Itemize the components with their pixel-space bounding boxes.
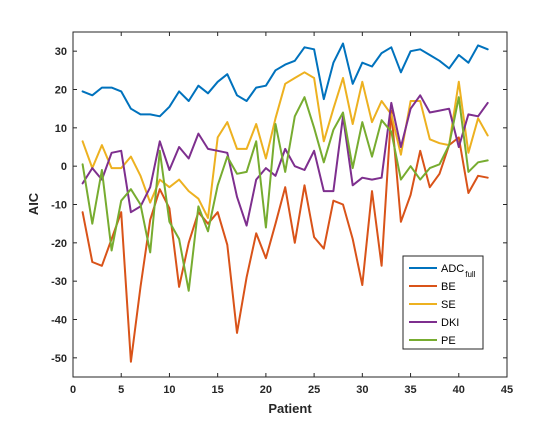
legend-label: BE — [441, 281, 456, 293]
y-tick-label: -40 — [51, 315, 67, 327]
legend-entry-se: SE — [409, 299, 456, 311]
series-line-dki — [81, 94, 489, 227]
x-tick-label: 40 — [453, 384, 465, 396]
x-tick-label: 35 — [404, 384, 416, 396]
x-tick-label: 45 — [501, 384, 513, 396]
series-line-pe — [81, 96, 489, 292]
legend-label: DKI — [441, 317, 459, 329]
series-line-be — [81, 109, 489, 363]
y-tick-label: -10 — [51, 200, 67, 212]
legend-label-subscript: full — [465, 270, 475, 279]
y-tick-label: -30 — [51, 276, 67, 288]
legend-box — [402, 255, 484, 350]
legend-entry-dki: DKI — [409, 317, 459, 329]
x-tick-label: 15 — [212, 384, 224, 396]
x-tick-label: 25 — [308, 384, 320, 396]
legend-entry-be: BE — [409, 281, 456, 293]
legend-label: SE — [441, 299, 456, 311]
legend-label: ADC — [441, 263, 464, 275]
series-layer — [81, 42, 489, 363]
x-tick-label: 5 — [118, 384, 124, 396]
legend: ADC full BE SE DKI PE — [402, 255, 484, 350]
y-axis-label: AIC — [26, 192, 41, 215]
series-line-adc — [81, 42, 489, 118]
series-line-se — [81, 71, 489, 219]
x-tick-label: 0 — [70, 384, 76, 396]
legend-entry-adc: ADC full — [409, 263, 476, 279]
y-tick-label: 20 — [55, 85, 67, 97]
x-tick-label: 10 — [163, 384, 175, 396]
ticks-layer: 0 5 10 15 20 25 30 35 40 45 -50 -40 -30 -20 -10 0 10 20 30 — [51, 32, 513, 396]
legend-label: PE — [441, 335, 456, 347]
x-tick-label: 20 — [260, 384, 272, 396]
y-tick-label: 10 — [55, 123, 67, 135]
y-tick-label: 30 — [55, 46, 67, 58]
y-tick-label: -20 — [51, 238, 67, 250]
y-tick-label: -50 — [51, 353, 67, 365]
y-tick-label: 0 — [61, 161, 67, 173]
legend-entry-pe: PE — [409, 335, 456, 347]
x-tick-label: 30 — [356, 384, 368, 396]
x-axis-label: Patient — [268, 401, 312, 416]
